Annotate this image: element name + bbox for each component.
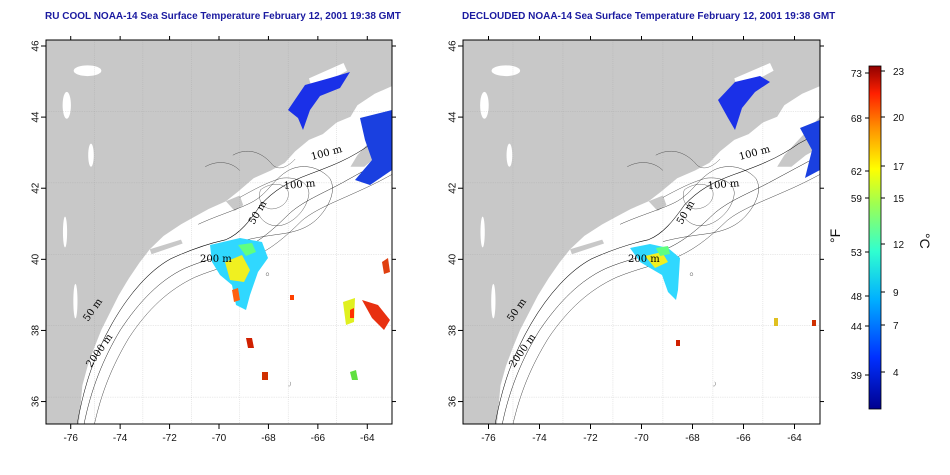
x-tick-label: -72 xyxy=(162,433,177,444)
x-tick-label: -74 xyxy=(113,433,128,444)
y-tick-label: 36 xyxy=(448,396,459,408)
contour-label: 200 m xyxy=(200,254,232,265)
y-tick-label: 38 xyxy=(31,324,42,336)
x-tick-label: -74 xyxy=(532,433,547,444)
colorbar-ticks: 73 68 62 59 53 48 44 39 23 20 17 15 12 9 7 4 xyxy=(851,67,905,382)
fahrenheit-tick-label: 68 xyxy=(851,114,863,125)
x-tick-label: -68 xyxy=(261,433,276,444)
contour-label: 100 m xyxy=(283,178,316,192)
y-tick-label: 44 xyxy=(31,111,42,123)
y-tick-label: 46 xyxy=(31,40,42,52)
contour-label: 100 m xyxy=(707,178,740,192)
axes-layer: -76 -74 -72 -70 -68 -66 -64 46 44 42 40 38 36 -76 -74 -… xyxy=(31,36,824,444)
fahrenheit-tick-label: 59 xyxy=(851,194,863,205)
celsius-tick-label: 23 xyxy=(893,67,905,78)
celsius-unit-label: °C xyxy=(917,233,933,249)
fahrenheit-unit-label: °F xyxy=(827,229,843,243)
y-tick-label: 42 xyxy=(448,182,459,194)
fahrenheit-tick-label: 53 xyxy=(851,248,863,259)
right-sst-patches xyxy=(630,76,820,346)
left-panel-title: RU COOL NOAA-14 Sea Surface Temperature … xyxy=(45,11,401,22)
x-tick-label: -70 xyxy=(634,433,649,444)
y-tick-label: 38 xyxy=(448,324,459,336)
celsius-tick-label: 20 xyxy=(893,113,905,124)
right-panel-title: DECLOUDED NOAA-14 Sea Surface Temperatur… xyxy=(462,11,836,22)
fahrenheit-tick-label: 62 xyxy=(851,167,863,178)
y-tick-label: 44 xyxy=(448,111,459,123)
x-tick-label: -76 xyxy=(63,433,78,444)
x-tick-label: -64 xyxy=(787,433,802,444)
left-map xyxy=(45,39,393,425)
fahrenheit-tick-label: 39 xyxy=(851,371,863,382)
right-map xyxy=(462,39,821,425)
x-tick-label: -70 xyxy=(212,433,227,444)
y-tick-label: 42 xyxy=(31,182,42,194)
celsius-tick-label: 4 xyxy=(893,368,899,379)
x-tick-label: -64 xyxy=(360,433,375,444)
celsius-tick-label: 15 xyxy=(893,194,905,205)
celsius-tick-label: 7 xyxy=(893,321,899,332)
contour-label: 200 m xyxy=(628,254,660,265)
celsius-tick-label: 17 xyxy=(893,162,905,173)
x-tick-label: -66 xyxy=(311,433,326,444)
y-tick-label: 40 xyxy=(31,253,42,265)
y-tick-label: 36 xyxy=(31,396,42,408)
fahrenheit-tick-label: 73 xyxy=(851,69,863,80)
x-tick-label: -66 xyxy=(736,433,751,444)
x-tick-label: -72 xyxy=(583,433,598,444)
celsius-tick-label: 12 xyxy=(893,240,905,251)
colorbar-gradient xyxy=(868,65,882,410)
left-sst-patches xyxy=(210,72,392,380)
colorbar: 73 68 62 59 53 48 44 39 23 20 17 15 12 9 7 4 °F °C xyxy=(827,65,933,410)
fahrenheit-tick-label: 48 xyxy=(851,292,863,303)
fahrenheit-tick-label: 44 xyxy=(851,322,863,333)
x-tick-label: -76 xyxy=(481,433,496,444)
x-tick-label: -68 xyxy=(685,433,700,444)
y-tick-label: 46 xyxy=(448,40,459,52)
celsius-tick-label: 9 xyxy=(893,288,899,299)
y-tick-label: 40 xyxy=(448,253,459,265)
